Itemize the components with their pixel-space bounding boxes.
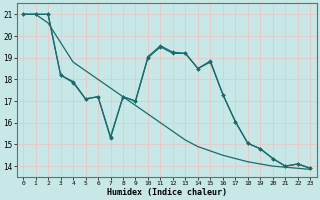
X-axis label: Humidex (Indice chaleur): Humidex (Indice chaleur) (107, 188, 227, 197)
